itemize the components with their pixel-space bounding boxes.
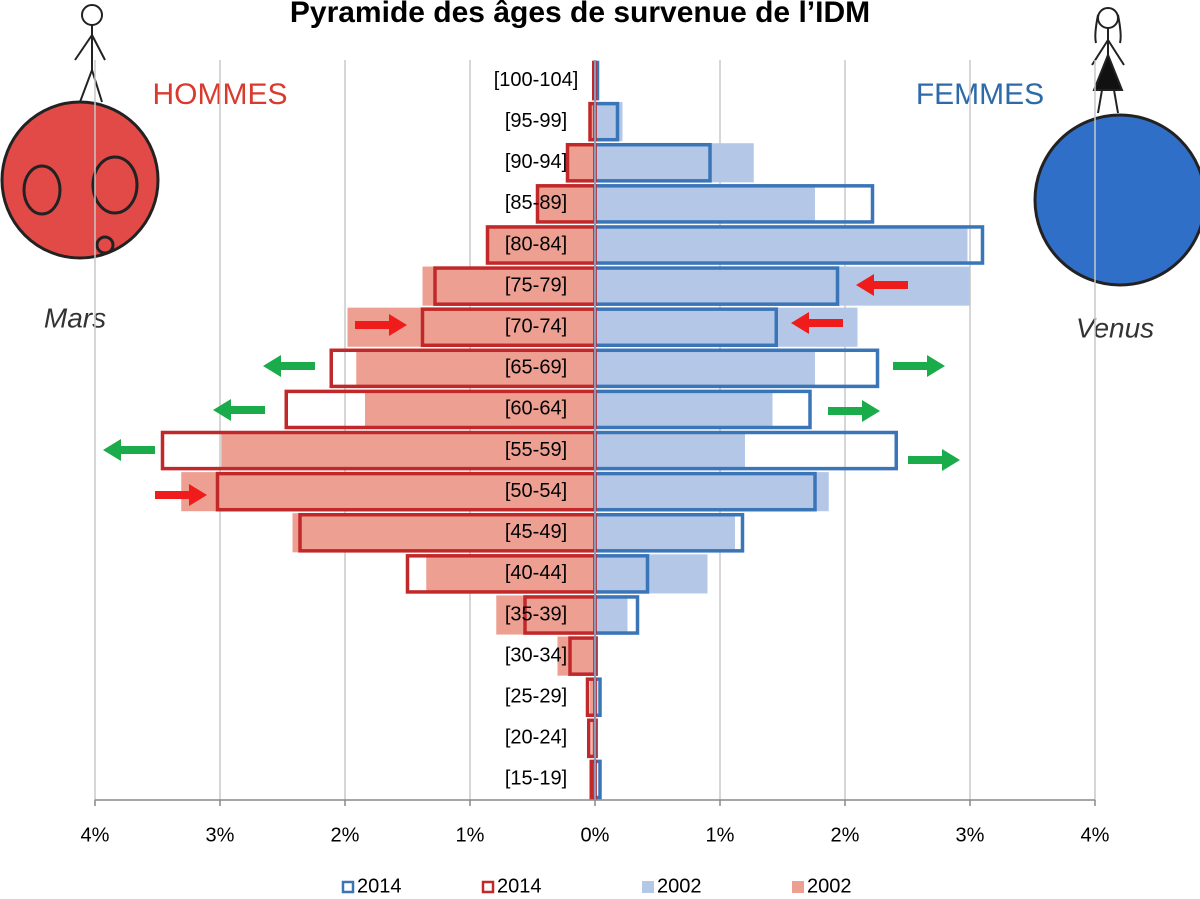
bar [595, 225, 968, 264]
x-tick-label: 3% [206, 824, 235, 846]
legend-label: 2014 [497, 875, 542, 897]
x-tick-label: 0% [581, 824, 610, 846]
category-label: [20-24] [505, 727, 567, 749]
chart-title: Pyramide des âges de survenue de l’IDM [290, 0, 870, 29]
legend-label: 2014 [357, 875, 402, 897]
bar [595, 308, 858, 347]
bar [595, 390, 773, 429]
category-label: [75-79] [505, 274, 567, 296]
stick-man [75, 5, 105, 102]
x-tick-label: 1% [456, 824, 485, 846]
arrow [103, 439, 155, 461]
category-label: [95-99] [505, 110, 567, 132]
legend-label: 2002 [807, 875, 852, 897]
bar [595, 349, 815, 388]
bar [595, 472, 829, 511]
legend-marker [642, 881, 654, 893]
arrow [213, 399, 265, 421]
stick-woman [1092, 8, 1124, 113]
planet-label: Mars [44, 302, 106, 333]
category-label: [35-39] [505, 603, 567, 625]
category-label: [15-19] [505, 768, 567, 790]
legend-marker [792, 881, 804, 893]
category-label: [55-59] [505, 439, 567, 461]
bar [568, 143, 596, 182]
venus-planet [1035, 115, 1200, 285]
bar [595, 595, 628, 634]
right-label: FEMMES [916, 78, 1044, 111]
bar [595, 184, 815, 223]
x-tick-label: 4% [81, 824, 110, 846]
chart: Pyramide des âges de survenue de l’IDM H… [0, 0, 1200, 899]
legend-label: 2002 [657, 875, 702, 897]
legend-marker [343, 882, 353, 892]
category-label: [40-44] [505, 562, 567, 584]
category-label: [70-74] [505, 316, 567, 338]
arrow [908, 449, 960, 471]
category-label: [45-49] [505, 521, 567, 543]
category-label: [100-104] [494, 69, 579, 91]
bar [595, 267, 970, 306]
bar [595, 554, 708, 593]
category-label: [65-69] [505, 357, 567, 379]
planet-label: Venus [1076, 312, 1154, 343]
legend-marker [483, 882, 493, 892]
arrow [893, 355, 945, 377]
x-tick-label: 4% [1081, 824, 1110, 846]
arrow [828, 400, 880, 422]
category-label: [50-54] [505, 480, 567, 502]
x-tick-label: 2% [831, 824, 860, 846]
category-label: [90-94] [505, 151, 567, 173]
bar [595, 143, 754, 182]
x-tick-label: 2% [331, 824, 360, 846]
x-tick-label: 1% [706, 824, 735, 846]
bar [595, 513, 735, 552]
arrow [263, 355, 315, 377]
category-label: [60-64] [505, 398, 567, 420]
category-label: [25-29] [505, 686, 567, 708]
category-label: [85-89] [505, 192, 567, 214]
category-label: [30-34] [505, 644, 567, 666]
x-tick-label: 3% [956, 824, 985, 846]
bar [595, 431, 745, 470]
category-label: [80-84] [505, 233, 567, 255]
